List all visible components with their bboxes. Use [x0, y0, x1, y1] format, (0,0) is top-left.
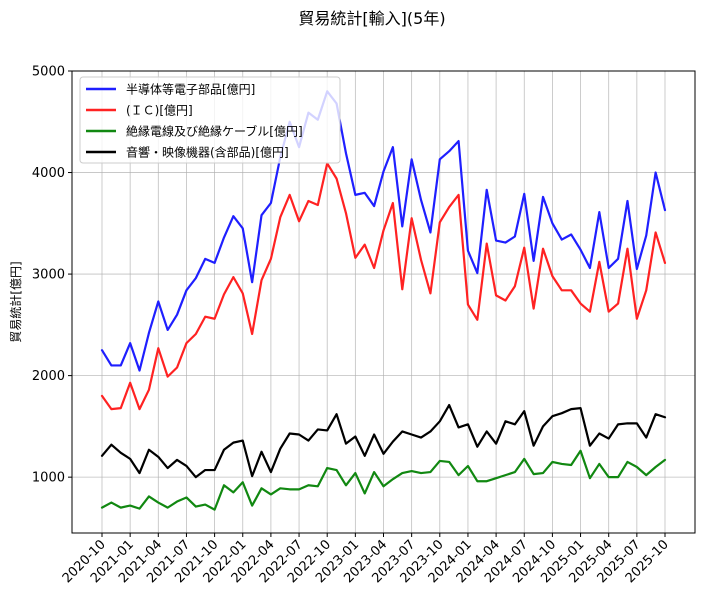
y-tick-label: 1000 — [32, 471, 65, 486]
y-tick-label: 3000 — [32, 268, 65, 283]
y-tick-label: 5000 — [32, 65, 65, 80]
series-layer — [100, 90, 667, 511]
tick-layer: 2020-102021-012021-042021-072021-102022-… — [32, 65, 672, 587]
series-line-1 — [100, 162, 667, 411]
series-line-0 — [100, 90, 667, 372]
legend-label-1: (ＩＣ)[億円] — [126, 104, 193, 118]
y-axis-label: 貿易統計[億円] — [8, 261, 23, 342]
legend-label-2: 絶縁電線及び絶縁ケーブル[億円] — [126, 124, 303, 139]
legend-label-3: 音響・映像機器(含部品)[億円] — [126, 145, 289, 160]
series-line-3 — [100, 403, 667, 479]
legend-frame — [79, 76, 341, 164]
legend-label-0: 半導体等電子部品[億円] — [126, 82, 255, 97]
legend: 半導体等電子部品[億円] (ＩＣ)[億円] 絶縁電線及び絶縁ケーブル[億円] 音響・映… — [79, 76, 341, 164]
y-tick-label: 4000 — [32, 166, 65, 181]
y-tick-label: 2000 — [32, 369, 65, 384]
series-line-2 — [100, 449, 667, 511]
chart-title: 貿易統計[輸入](5年) — [298, 9, 445, 28]
